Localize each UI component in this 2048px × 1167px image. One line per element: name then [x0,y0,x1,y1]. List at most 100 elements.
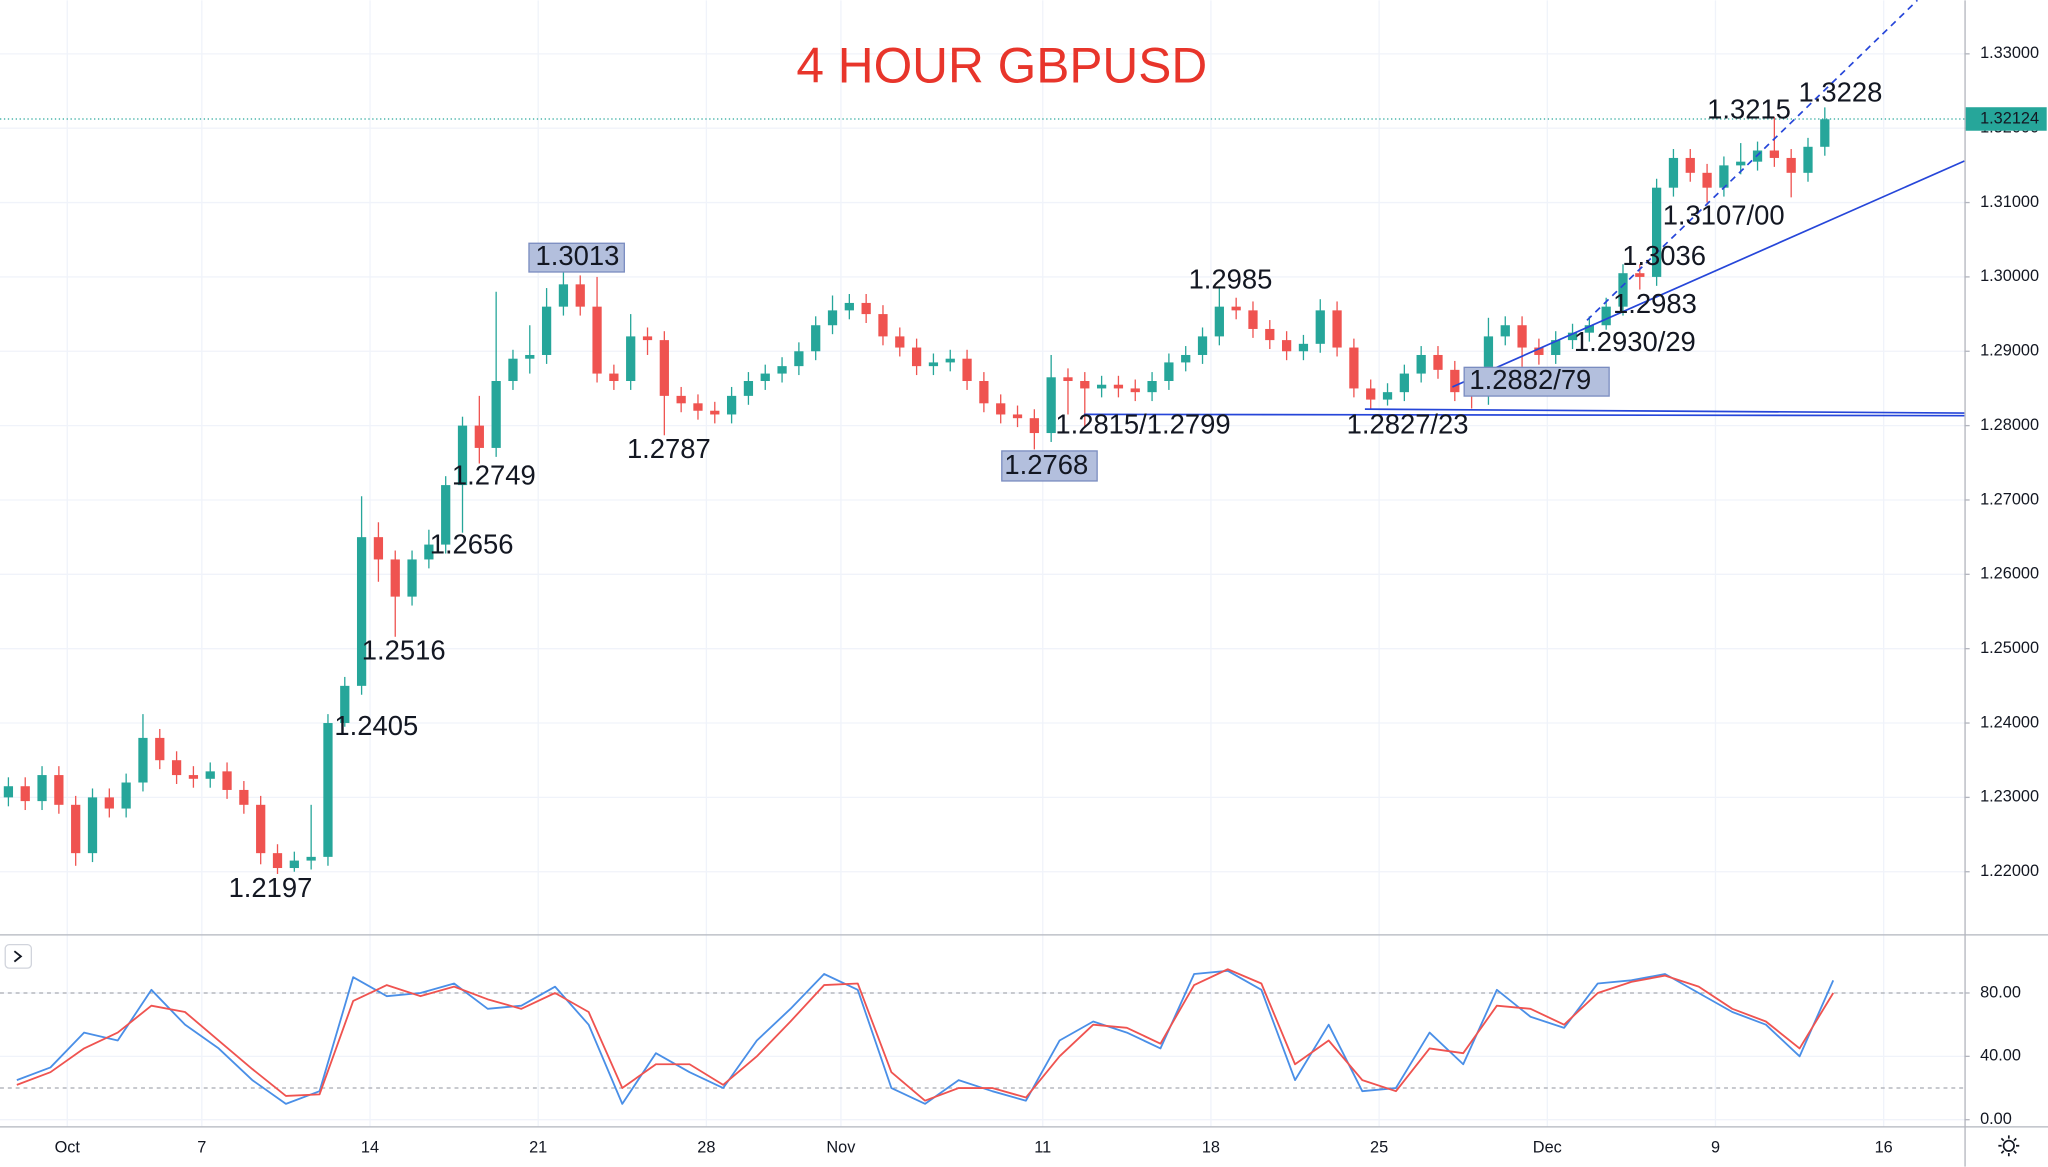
support-line [1364,408,1965,414]
candle-body [1164,362,1174,382]
grid [0,0,1965,1127]
candle-body [609,373,619,382]
candle-body [1181,354,1191,363]
settings-button[interactable] [1998,1135,2020,1157]
candle-body [811,325,821,352]
candle-body [1046,377,1056,434]
candle-body [1668,157,1679,188]
candle-body [205,771,215,779]
candle-body [1450,369,1460,393]
candle-body [1147,381,1157,393]
candle-body [356,537,367,686]
candle-body [155,737,165,761]
x-tick-label: 16 [1875,1139,1893,1157]
candle-body [508,358,518,382]
candle-body [441,485,451,545]
y-tick-label: 1.26000 [1980,565,2039,583]
candle-body [1685,157,1695,173]
x-tick-label: 28 [697,1139,715,1157]
candle-body [1113,384,1124,389]
candle-body [558,284,569,307]
annotation: 1.2749 [452,459,536,490]
annotation: 1.2787 [627,433,711,464]
candle-body [659,340,669,396]
candle-body [710,410,720,415]
candle-body [1315,310,1325,344]
candle-body [1534,347,1544,355]
candle-body [911,347,922,367]
candle-body [1063,377,1073,382]
candle-body [1433,354,1443,370]
gear-teeth[interactable] [1998,1135,2020,1157]
candle-body [340,685,350,724]
y-tick-label: 1.23000 [1980,788,2039,806]
candle-body [457,425,468,486]
button-frame[interactable] [4,943,32,969]
candle-body [20,786,30,802]
candle-body [676,395,686,404]
candle-body [1248,310,1258,329]
candle-body [138,737,148,783]
candle-body [1416,354,1426,374]
gear-icon[interactable] [2002,1139,2015,1152]
candle-body [71,804,81,854]
candle-body [525,354,535,359]
candle-body [777,366,787,374]
annotations: 1.3013 1.2985 1.3215 1.3228 1.3107/00 1.… [229,77,1883,903]
candle-body [491,381,501,448]
annotation: 1.2983 [1613,288,1697,319]
candle-body [1652,187,1662,277]
candle-body [1736,161,1746,166]
x-tick-label: 7 [197,1139,206,1157]
candle-body [878,314,888,337]
candle-body [87,797,98,854]
annotation: 1.2516 [362,634,446,665]
candle-body [895,336,905,348]
candle-body [1029,418,1039,434]
y-tick-label: 1.27000 [1980,490,2039,508]
annotation: 1.2405 [334,710,418,741]
candle-body [844,302,854,311]
candle-body [1584,325,1594,333]
candle-body [289,860,299,869]
trend-line [1452,160,1965,388]
axis-labels: 1.22000 1.23000 1.24000 1.25000 1.26000 1.270… [55,44,2047,1157]
x-tick-label: Nov [826,1139,856,1157]
candle-body [323,723,333,857]
annotation: 1.2827/23 [1347,408,1469,439]
candle-body [1820,119,1830,147]
candle-body [171,760,182,776]
annotation: 1.3036 [1622,240,1706,271]
candle-body [1332,310,1342,348]
y-tick-label: 1.31000 [1980,193,2039,211]
candle-body [626,336,636,382]
candle-body [642,336,653,341]
y-tick-label: 40.00 [1980,1047,2021,1065]
candle-body [1130,388,1140,393]
candle-body [1517,325,1527,348]
candle-body [272,853,283,869]
series-line [16,968,1835,1102]
x-tick-label: 9 [1711,1139,1720,1157]
collapse-button[interactable] [4,943,32,969]
candle-body [1551,340,1561,355]
trend-lines [1084,0,1965,417]
x-tick-label: Oct [55,1139,81,1157]
annotation: 1.2197 [229,872,313,903]
candle-body [474,425,484,448]
x-tick-label: 14 [361,1139,379,1157]
candle-body [928,362,939,367]
annotation: 1.3228 [1799,77,1883,108]
candle-body [575,284,585,307]
candle-body [1719,165,1729,188]
x-tick-label: 11 [1034,1139,1051,1157]
y-tick-label: 1.28000 [1980,416,2039,434]
y-tick-label: 1.30000 [1980,267,2039,285]
candle-body [222,771,232,790]
candle-body [1803,146,1813,173]
chevron-icon[interactable] [13,950,23,963]
candle-body [1601,306,1611,326]
candle-body [962,358,972,382]
chart-title: 4 HOUR GBPUSD [796,38,1207,94]
